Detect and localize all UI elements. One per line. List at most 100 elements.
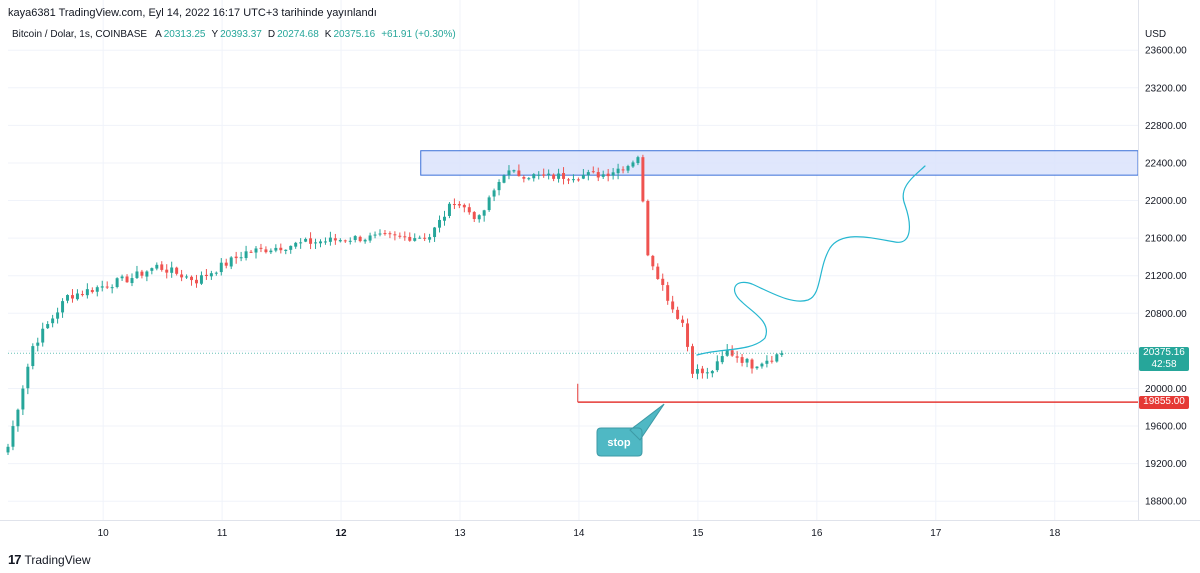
- candle-body: [715, 361, 719, 371]
- candle: [626, 164, 630, 174]
- ohlc-value-close: 20375.16: [333, 29, 376, 40]
- candle: [304, 237, 308, 243]
- candle: [224, 258, 228, 269]
- candle: [433, 226, 437, 242]
- candle-body: [338, 240, 342, 242]
- time-tick-label: 18: [1049, 528, 1061, 539]
- candle: [567, 177, 570, 185]
- candle: [105, 281, 109, 290]
- candle-body: [209, 273, 213, 277]
- ohlc-key-high: Y: [211, 29, 219, 40]
- candle: [671, 295, 675, 313]
- candle: [269, 248, 273, 255]
- candle-body: [542, 174, 546, 176]
- candle-body: [621, 169, 625, 171]
- candle-body: [140, 271, 144, 276]
- candle-body: [323, 241, 327, 243]
- candle-body: [760, 363, 764, 367]
- candle: [21, 385, 25, 416]
- candle-body: [264, 249, 268, 253]
- time-axis-labels[interactable]: 10 11 12 13 14 15 16 17 18: [98, 528, 1061, 539]
- candle: [343, 239, 347, 243]
- candle-body: [244, 251, 248, 259]
- candle-body: [274, 247, 278, 251]
- candle-body: [31, 346, 35, 367]
- candle-body: [745, 358, 749, 363]
- price-tick-label: 21200.00: [1145, 271, 1187, 282]
- candle: [194, 274, 198, 288]
- candle: [591, 166, 595, 174]
- candle-body: [309, 238, 313, 244]
- candle: [646, 199, 650, 257]
- candle-body: [165, 269, 169, 273]
- candle: [676, 306, 680, 320]
- candle-body: [443, 216, 446, 221]
- candle-body: [314, 242, 318, 244]
- candle: [502, 174, 506, 184]
- candle-body: [219, 262, 223, 273]
- candle-body: [185, 276, 189, 278]
- candle-body: [661, 278, 665, 285]
- candle-body: [492, 190, 496, 197]
- candle: [457, 201, 461, 209]
- tradingview-logo[interactable]: 17 TradingView: [8, 552, 91, 567]
- candle-body: [80, 294, 84, 296]
- projected-path-drawing[interactable]: [696, 165, 926, 356]
- candle: [323, 237, 327, 245]
- candle: [170, 261, 174, 278]
- candle: [755, 366, 759, 370]
- candle-body: [299, 242, 303, 244]
- candle: [229, 256, 233, 270]
- candle-body: [646, 201, 650, 256]
- candle: [264, 246, 268, 254]
- candle: [596, 167, 600, 182]
- price-tick-label: 22000.00: [1145, 196, 1187, 207]
- candle-body: [175, 267, 179, 274]
- stop-callout-shape: [596, 403, 665, 457]
- candle: [418, 235, 422, 239]
- candle-body: [214, 272, 218, 274]
- candle: [527, 177, 531, 181]
- candlestick-series: [6, 154, 784, 456]
- stop-callout[interactable]: stop: [596, 403, 665, 457]
- time-tick-label: 17: [930, 528, 942, 539]
- candle-body: [378, 233, 382, 235]
- candle: [408, 232, 412, 242]
- candle: [403, 231, 407, 241]
- candle-body: [353, 236, 357, 240]
- candle: [750, 358, 754, 374]
- symbol-legend[interactable]: Bitcoin / Dolar, 1s, COINBASE A 20313.25 …: [12, 29, 460, 40]
- candle-body: [279, 247, 283, 251]
- candle-body: [765, 360, 769, 364]
- candle: [438, 215, 442, 233]
- candle: [765, 355, 769, 368]
- candle-body: [750, 359, 754, 369]
- price-axis-labels[interactable]: 23600.00 23200.00 22800.00 22400.00 22000.00…: [1145, 46, 1187, 508]
- candle-body: [85, 289, 89, 296]
- candle-body: [284, 249, 288, 251]
- candle-body: [681, 319, 685, 323]
- candle: [209, 270, 213, 280]
- candle: [601, 170, 605, 179]
- candle: [586, 169, 590, 181]
- candle-body: [740, 357, 744, 363]
- candle: [452, 198, 456, 210]
- candle-body: [562, 173, 566, 179]
- candle-body: [343, 240, 347, 242]
- candle: [199, 271, 203, 285]
- price-tick-label: 22400.00: [1145, 158, 1187, 169]
- candle: [185, 274, 189, 279]
- candle-body: [586, 172, 590, 176]
- candle-body: [596, 172, 600, 178]
- candle-body: [656, 266, 660, 279]
- candle: [715, 355, 719, 373]
- candle: [140, 269, 144, 279]
- candle-body: [457, 204, 461, 206]
- candle: [41, 322, 45, 347]
- candle-body: [413, 238, 417, 241]
- bar-countdown: 42:58: [1151, 359, 1177, 371]
- candle-body: [497, 181, 501, 191]
- candle: [318, 239, 322, 248]
- supply-zone-rectangle[interactable]: [420, 150, 1139, 176]
